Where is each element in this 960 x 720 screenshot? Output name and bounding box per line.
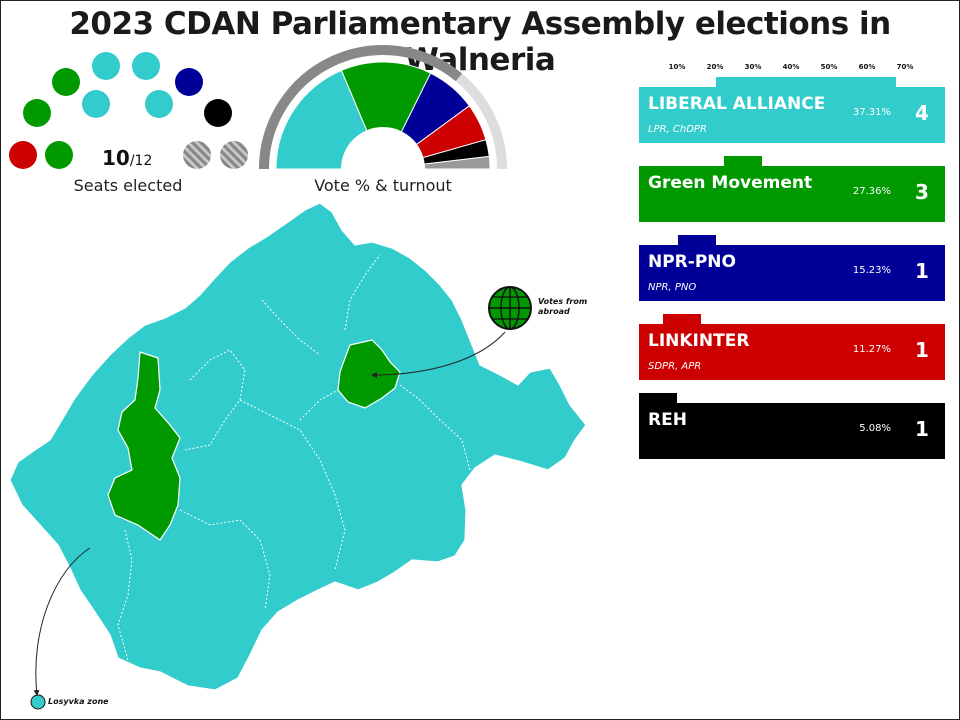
party-row-linkinter: LINKINTER SDPR, APR 11.27% 1 — [639, 324, 945, 380]
seat-dot — [220, 141, 248, 169]
scale-tick: 50% — [820, 63, 838, 71]
party-vote-pct: 15.23% — [852, 265, 891, 276]
seat-dot — [145, 90, 173, 118]
seat-dot — [23, 99, 51, 127]
losyvka-zone-marker — [30, 694, 46, 710]
party-name: LINKINTER — [648, 331, 750, 351]
scale-tick: 70% — [896, 63, 914, 71]
seats-caption: Seats elected — [73, 176, 183, 195]
party-seats: 1 — [915, 259, 929, 283]
turnout-ring — [259, 45, 463, 170]
seat-dot — [204, 99, 232, 127]
seats-elected-number: 10 — [102, 146, 130, 170]
party-row-green-movement: Green Movement 27.36% 3 — [639, 166, 945, 222]
party-vote-pct: 27.36% — [852, 186, 891, 197]
seat-dot — [132, 52, 160, 80]
seat-dot — [52, 68, 80, 96]
vote-slice — [340, 61, 432, 171]
party-seats: 3 — [915, 180, 929, 204]
party-seats: 1 — [915, 417, 929, 441]
page-title: 2023 CDAN Parliamentary Assembly electio… — [69, 6, 891, 78]
party-name: LIBERAL ALLIANCE — [648, 94, 826, 114]
party-name: Green Movement — [648, 173, 813, 193]
party-row-reh: REH 5.08% 1 — [639, 403, 945, 459]
party-seats: 4 — [915, 101, 929, 125]
chart-hole — [341, 127, 425, 211]
party-vote-pct: 11.27% — [852, 344, 891, 355]
scale-tick: 30% — [744, 63, 762, 71]
seat-dot — [82, 90, 110, 118]
map-region-green-west — [107, 351, 181, 541]
losyvka-zone-label: Losyvka zone — [48, 697, 109, 706]
party-bar-tab — [716, 77, 896, 87]
party-members: SDPR, APR — [648, 361, 702, 372]
seat-dot — [45, 141, 73, 169]
party-row-liberal-alliance: LIBERAL ALLIANCE LPR, ChDPR 37.31% 4 — [639, 87, 945, 143]
seats-elected-count: 10/12 — [102, 146, 152, 170]
party-bar-tab — [662, 314, 701, 324]
party-name: REH — [648, 410, 687, 430]
abroad-arrow — [371, 331, 506, 378]
scale-tick: 20% — [706, 63, 724, 71]
party-row-npr-pno: NPR-PNO NPR, PNO 15.23% 1 — [639, 245, 945, 301]
losyvka-arrow — [33, 547, 91, 696]
vote-chart-caption: Vote % & turnout — [314, 176, 452, 195]
scale-tick: 10% — [668, 63, 686, 71]
party-bar-tab — [723, 156, 762, 166]
party-bar-tab — [639, 393, 678, 403]
scale-tick: 60% — [858, 63, 876, 71]
scale-tick: 40% — [782, 63, 800, 71]
party-vote-pct: 5.08% — [859, 423, 891, 434]
party-bar-tab — [677, 235, 716, 245]
map-region-main — [9, 202, 587, 691]
seat-dot — [92, 52, 120, 80]
abroad-label: Votes from abroad — [538, 297, 588, 316]
seats-total: /12 — [129, 153, 153, 169]
party-seats: 1 — [915, 338, 929, 362]
globe-icon — [488, 286, 532, 330]
map-region-green-east — [337, 339, 401, 409]
map-borders — [117, 254, 471, 661]
party-members: NPR, PNO — [648, 282, 697, 293]
seat-dot — [183, 141, 211, 169]
party-members: LPR, ChDPR — [648, 124, 707, 135]
party-name: NPR-PNO — [648, 252, 736, 272]
seat-dot — [175, 68, 203, 96]
party-vote-pct: 37.31% — [852, 107, 891, 118]
seat-dot — [9, 141, 37, 169]
